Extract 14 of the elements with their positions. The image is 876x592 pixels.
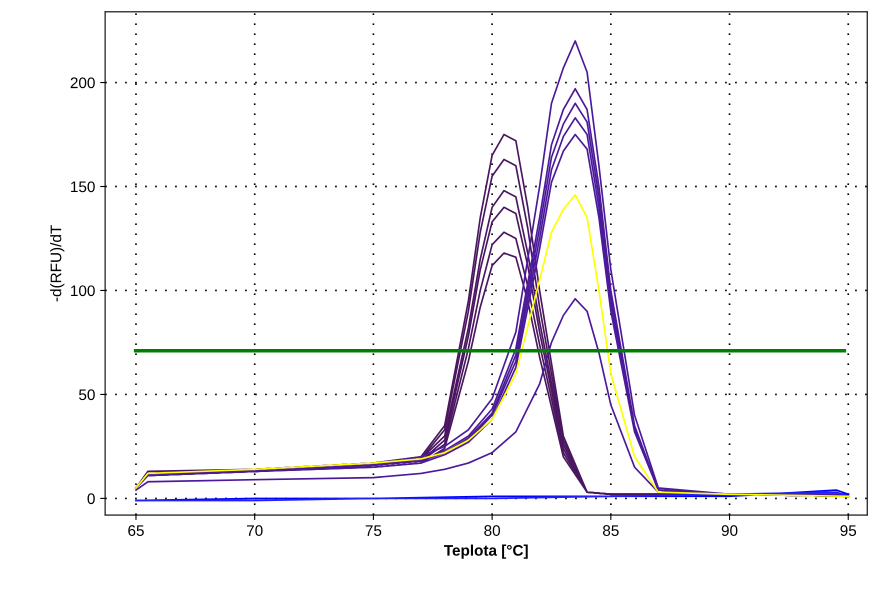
- x-tick-label: 80: [484, 525, 500, 536]
- y-tick-label: 0: [88, 493, 95, 504]
- x-axis-title: Teplota [°C]: [444, 544, 528, 559]
- x-tick-label: 95: [840, 525, 856, 536]
- y-axis-title: -d(RFU)/dT: [50, 225, 64, 302]
- y-tick-label: 150: [71, 181, 95, 192]
- x-tick-label: 65: [128, 525, 144, 536]
- y-tick-label: 100: [71, 285, 95, 296]
- x-tick-label: 70: [246, 525, 263, 536]
- y-tick-label: 50: [79, 389, 95, 400]
- x-tick-label: 75: [366, 525, 382, 536]
- x-tick-label: 85: [602, 525, 619, 536]
- x-tick-label: 90: [722, 525, 738, 536]
- y-tick-label: 200: [70, 77, 95, 88]
